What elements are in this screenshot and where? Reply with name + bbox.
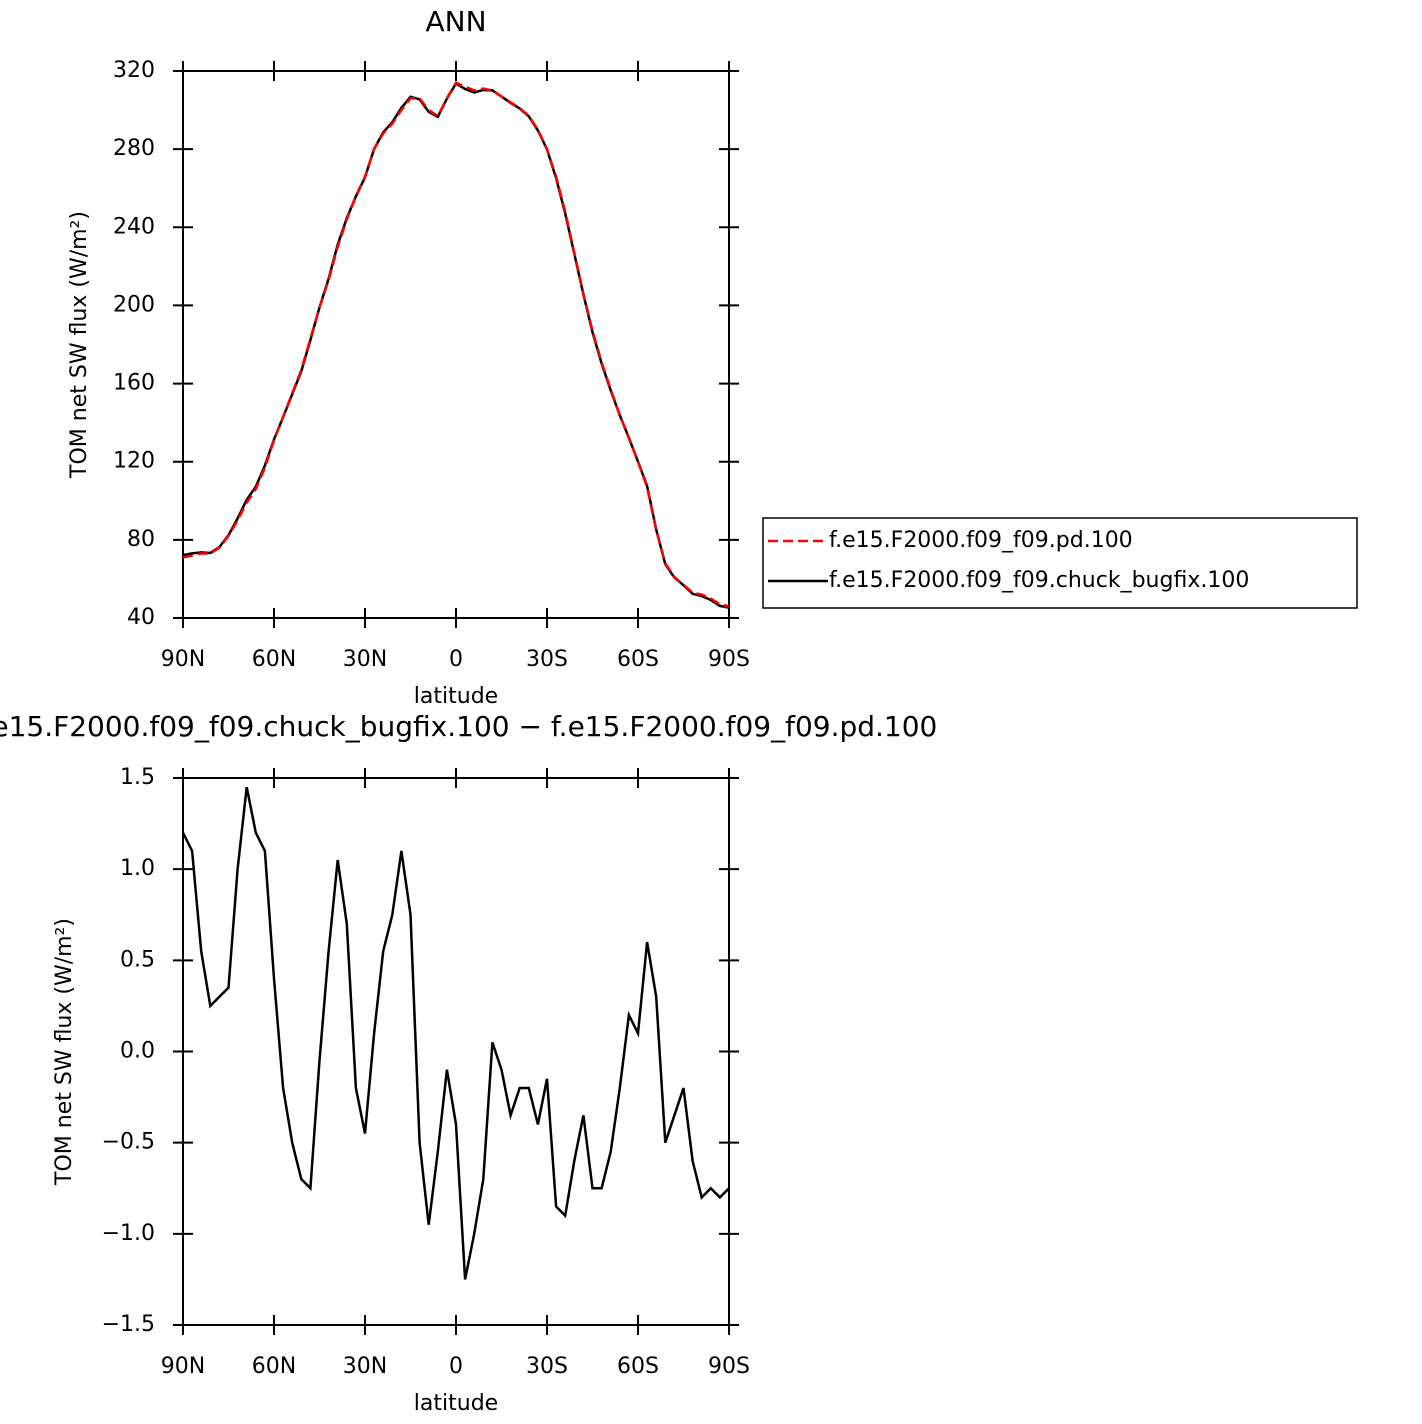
x-tick-label: 60S <box>617 647 659 672</box>
y-tick-label: 0.0 <box>120 1039 155 1064</box>
x-tick-label: 60N <box>252 1354 296 1379</box>
y-tick-label: −1.0 <box>102 1221 155 1246</box>
y-axis-label: TOM net SW flux (W/m²) <box>67 211 92 479</box>
legend-box <box>762 517 1358 609</box>
y-tick-label: 200 <box>113 292 155 317</box>
chart-title: ANN <box>425 5 486 38</box>
y-tick-label: −1.5 <box>102 1312 155 1337</box>
y-tick-label: 1.0 <box>120 856 155 881</box>
plot-frame <box>182 777 730 1326</box>
y-axis-label: TOM net SW flux (W/m²) <box>52 918 77 1186</box>
y-tick-label: 80 <box>127 527 155 552</box>
y-tick-label: 160 <box>113 371 155 396</box>
y-tick-label: 0.5 <box>120 947 155 972</box>
x-tick-label: 90S <box>708 1354 750 1379</box>
x-tick-label: 60N <box>252 647 296 672</box>
y-tick-label: 280 <box>113 136 155 161</box>
y-tick-label: 320 <box>113 58 155 83</box>
y-tick-label: 40 <box>127 605 155 630</box>
x-tick-label: 0 <box>449 647 463 672</box>
x-axis-label: latitude <box>414 684 498 709</box>
x-tick-label: 30N <box>343 1354 387 1379</box>
x-tick-label: 30S <box>526 647 568 672</box>
data-line <box>182 81 730 608</box>
x-tick-label: 60S <box>617 1354 659 1379</box>
y-tick-label: 240 <box>113 214 155 239</box>
data-line <box>181 786 730 1280</box>
data-line <box>182 81 730 609</box>
y-tick-label: 120 <box>113 449 155 474</box>
legend-label: f.e15.F2000.f09_f09.chuck_bugfix.100 <box>829 568 1249 593</box>
x-tick-label: 30S <box>526 1354 568 1379</box>
x-tick-label: 90N <box>161 1354 205 1379</box>
x-tick-label: 90N <box>161 647 205 672</box>
legend-label: f.e15.F2000.f09_f09.pd.100 <box>829 528 1133 553</box>
y-tick-label: −0.5 <box>102 1130 155 1155</box>
y-tick-label: 1.5 <box>120 765 155 790</box>
x-tick-label: 0 <box>449 1354 463 1379</box>
chart-title: f.e15.F2000.f09_f09.chuck_bugfix.100 − f… <box>0 710 937 743</box>
plot-frame <box>182 70 730 619</box>
x-tick-label: 90S <box>708 647 750 672</box>
x-tick-label: 30N <box>343 647 387 672</box>
x-axis-label: latitude <box>414 1391 498 1416</box>
